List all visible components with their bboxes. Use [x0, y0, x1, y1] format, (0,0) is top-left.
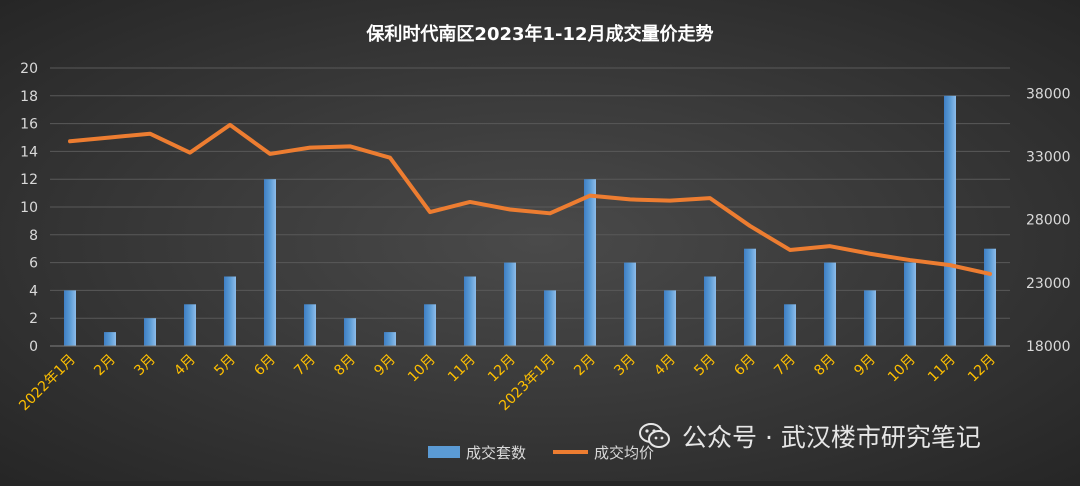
y-left-tick-label: 10 — [20, 200, 38, 216]
bar — [584, 179, 596, 346]
wechat-icon — [638, 419, 672, 453]
y-left-tick-label: 0 — [29, 339, 38, 355]
bar — [544, 290, 556, 346]
bar — [64, 290, 76, 346]
x-tick-label: 8月 — [811, 352, 839, 380]
x-tick-label: 8月 — [331, 352, 359, 380]
line-layer — [68, 122, 992, 276]
bar — [744, 248, 756, 346]
x-tick-label: 11月 — [445, 352, 479, 386]
x-tick-label: 9月 — [371, 352, 399, 380]
x-tick-label: 6月 — [731, 352, 759, 380]
bar — [464, 276, 476, 346]
bar — [824, 262, 836, 346]
bar — [224, 276, 236, 346]
axis-layer: 0 2 4 6 8 10 12 14 16 18 20 18000 23000 28000 33000 380… — [16, 61, 1070, 414]
y-right-tick-label: 23000 — [1026, 276, 1071, 292]
bar — [864, 290, 876, 346]
x-tick-label: 7月 — [771, 352, 799, 380]
bar — [304, 304, 316, 346]
legend-label-bar: 成交套数 — [466, 444, 526, 462]
bar — [944, 95, 956, 346]
y-right-tick-label: 33000 — [1026, 149, 1071, 165]
bar — [704, 276, 716, 346]
x-tick-label: 11月 — [925, 352, 959, 386]
bar — [904, 262, 916, 346]
grid-layer — [50, 67, 1010, 347]
watermark-text: 公众号 · 武汉楼市研究笔记 — [682, 423, 981, 452]
bar — [424, 304, 436, 346]
y-right-tick-label: 18000 — [1026, 339, 1071, 355]
bar — [264, 179, 276, 346]
watermark: 公众号 · 武汉楼市研究笔记 — [638, 418, 981, 454]
chart-title: 保利时代南区2023年1-12月成交量价走势 — [365, 23, 713, 45]
x-tick-label: 4月 — [171, 352, 199, 380]
y-left-tick-label: 8 — [29, 228, 38, 244]
x-tick-label: 3月 — [611, 352, 639, 380]
y-left-tick-label: 12 — [20, 172, 38, 188]
y-left-tick-label: 16 — [20, 117, 38, 133]
y-left-tick-label: 18 — [20, 89, 38, 105]
bar — [384, 332, 396, 346]
x-tick-label: 2月 — [91, 352, 119, 380]
x-tick-label: 2022年1月 — [16, 352, 79, 415]
bar — [344, 318, 356, 346]
x-tick-label: 7月 — [291, 352, 319, 380]
x-tick-label: 4月 — [651, 352, 679, 380]
y-right-tick-label: 38000 — [1026, 86, 1071, 102]
x-tick-label: 5月 — [211, 352, 239, 380]
bar — [664, 290, 676, 346]
legend-label-line: 成交均价 — [594, 444, 654, 462]
y-right-tick-label: 28000 — [1026, 213, 1071, 229]
y-left-tick-label: 4 — [29, 283, 38, 299]
bar — [144, 318, 156, 346]
y-left-tick-label: 20 — [20, 61, 38, 77]
x-tick-label: 10月 — [405, 352, 439, 386]
y-left-tick-label: 14 — [20, 144, 38, 160]
bar — [504, 262, 516, 346]
bar-layer — [64, 95, 996, 346]
bar — [184, 304, 196, 346]
x-tick-label: 9月 — [851, 352, 879, 380]
x-tick-label: 2月 — [571, 352, 599, 380]
x-tick-label: 5月 — [691, 352, 719, 380]
x-tick-label: 12月 — [485, 352, 519, 386]
x-tick-label: 12月 — [965, 352, 999, 386]
y-left-tick-label: 6 — [29, 256, 38, 272]
bar — [624, 262, 636, 346]
x-tick-label: 3月 — [131, 352, 159, 380]
x-tick-label: 6月 — [251, 352, 279, 380]
bar — [984, 248, 996, 346]
legend-swatch-bar — [428, 446, 460, 458]
bar — [104, 332, 116, 346]
price-line — [68, 122, 992, 276]
bar — [784, 304, 796, 346]
x-tick-label: 10月 — [885, 352, 919, 386]
legend: 成交套数 成交均价 — [428, 444, 654, 462]
y-left-tick-label: 2 — [29, 311, 38, 327]
